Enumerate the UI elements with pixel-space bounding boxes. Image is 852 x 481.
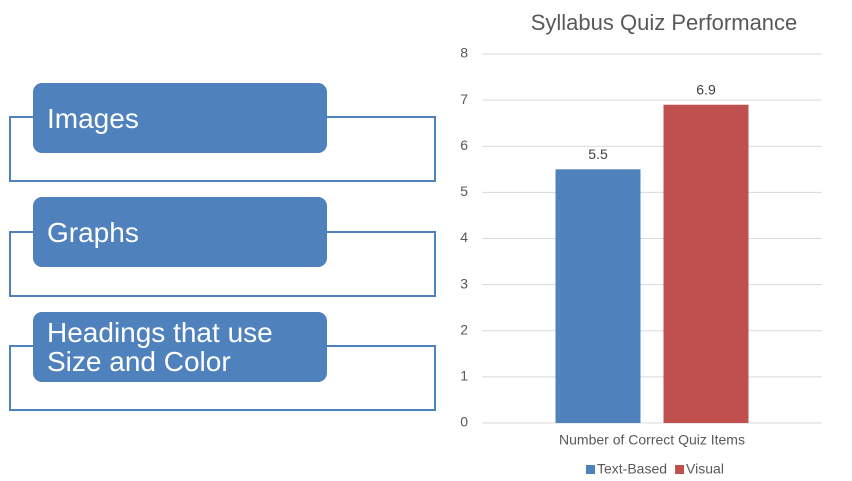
y-tick-label: 2 <box>460 321 468 337</box>
item-bracket <box>9 345 436 411</box>
item-bracket <box>9 231 436 297</box>
bar <box>663 104 749 424</box>
bar <box>555 169 641 423</box>
legend-label: Visual <box>686 461 724 477</box>
y-tick-label: 5 <box>460 183 468 199</box>
item-brackets <box>9 116 436 411</box>
y-tick-label: 6 <box>460 137 468 153</box>
item-label: Images <box>47 102 139 134</box>
legend-label: Text-Based <box>597 461 667 477</box>
data-label: 5.5 <box>588 146 608 162</box>
item-label: Headings that use Size and Color <box>47 317 273 377</box>
item-bracket <box>9 116 436 182</box>
legend-swatch <box>586 465 595 474</box>
y-tick-label: 3 <box>460 275 468 291</box>
y-tick-label: 1 <box>460 368 468 384</box>
x-tick-label: Number of Correct Quiz Items <box>559 432 745 448</box>
item-box: Images <box>33 83 327 153</box>
data-label: 6.9 <box>696 81 716 97</box>
y-tick-label: 0 <box>460 414 468 430</box>
chart-title: Syllabus Quiz Performance <box>531 10 798 35</box>
item-label: Graphs <box>47 216 139 248</box>
y-tick-label: 8 <box>460 45 468 61</box>
item-box: Headings that use Size and Color <box>33 312 327 382</box>
item-box: Graphs <box>33 197 327 267</box>
y-tick-label: 7 <box>460 91 468 107</box>
legend-swatch <box>675 465 685 474</box>
y-tick-label: 4 <box>460 229 468 245</box>
